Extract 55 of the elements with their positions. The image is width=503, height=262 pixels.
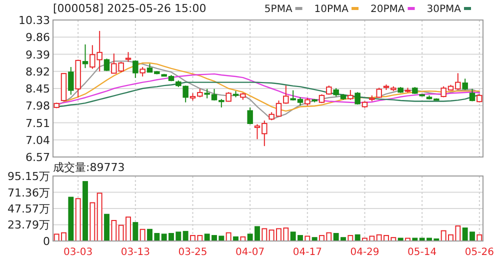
y-tick-label: 10.33 <box>18 14 50 27</box>
x-tick-label: 05-14 <box>408 247 437 258</box>
bar <box>304 236 310 242</box>
x-tick-label: 03-13 <box>120 247 150 258</box>
y-tick-label: 95.15万 <box>8 170 50 183</box>
bar <box>75 198 81 242</box>
candlestick <box>348 89 354 100</box>
y-tick-label: 6.57 <box>26 151 50 164</box>
y-tick-label: 8.92 <box>26 65 50 78</box>
y-tick-label: 7.04 <box>26 134 50 147</box>
bar <box>262 228 268 242</box>
bar <box>182 230 188 242</box>
y-tick-label: 23.79万 <box>8 218 50 232</box>
candlestick <box>376 87 382 98</box>
bar <box>104 214 110 242</box>
y-tick-label: 8.45 <box>26 82 50 96</box>
x-tick-label: 03-03 <box>64 247 93 258</box>
bar <box>226 232 232 242</box>
x-tick-label: 04-07 <box>236 247 265 258</box>
candlestick <box>132 60 138 78</box>
y-tick-label: 7.98 <box>26 100 50 113</box>
y-tick-label: 0 <box>43 235 50 248</box>
x-tick-label: 04-17 <box>292 247 322 258</box>
bar <box>96 192 102 242</box>
candlestick <box>104 58 110 72</box>
legend-label: 20PMA <box>370 4 405 15</box>
candlestick <box>226 92 232 102</box>
candlestick <box>469 88 476 102</box>
candlestick <box>125 52 132 62</box>
candlestick <box>182 85 188 103</box>
candlestick <box>354 92 360 106</box>
legend-label: 5PMA <box>264 4 292 15</box>
bar <box>68 196 74 242</box>
chart-title: [000058] 2025-05-26 15:00 <box>53 2 206 15</box>
y-tick-label: 71.36万 <box>8 186 50 200</box>
candlestick <box>247 106 253 125</box>
chart-title: 成交量:89773 <box>53 161 125 174</box>
bar <box>82 181 88 242</box>
y-tick-label: 9.86 <box>26 31 50 44</box>
x-tick-label: 03-25 <box>178 247 208 258</box>
legend-label: 10PMA <box>314 4 349 15</box>
candlestick <box>82 44 88 69</box>
x-tick-label: 04-29 <box>350 247 380 258</box>
y-tick-label: 9.39 <box>26 48 50 62</box>
candlestick <box>140 66 146 77</box>
bar <box>140 228 146 242</box>
y-tick-label: 47.57万 <box>8 202 50 216</box>
bar <box>90 202 96 242</box>
x-tick-label: 05-26 <box>464 247 494 258</box>
legend-label: 30PMA <box>426 4 462 15</box>
y-tick-label: 7.51 <box>26 116 50 130</box>
bar <box>132 222 138 242</box>
candlestick <box>68 66 74 96</box>
bar <box>111 220 117 242</box>
candlestick <box>462 78 468 90</box>
